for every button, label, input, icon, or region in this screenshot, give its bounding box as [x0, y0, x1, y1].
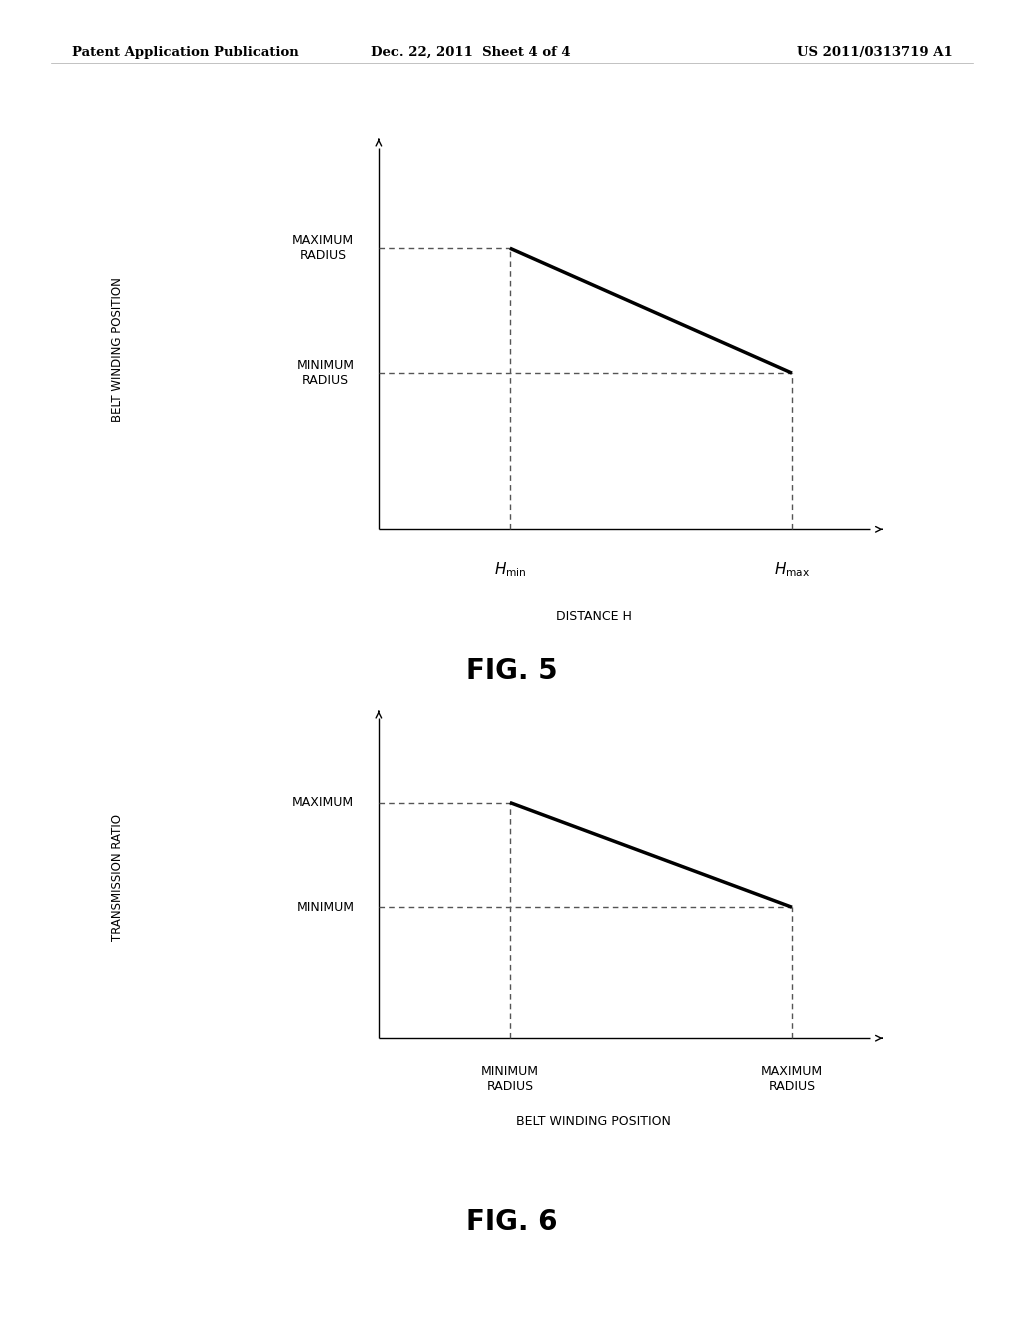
Text: MAXIMUM: MAXIMUM	[292, 796, 354, 809]
Text: Dec. 22, 2011  Sheet 4 of 4: Dec. 22, 2011 Sheet 4 of 4	[372, 46, 570, 59]
Text: MINIMUM
RADIUS: MINIMUM RADIUS	[296, 359, 354, 387]
Text: BELT WINDING POSITION: BELT WINDING POSITION	[112, 277, 124, 422]
Text: MAXIMUM
RADIUS: MAXIMUM RADIUS	[292, 234, 354, 263]
Text: TRANSMISSION RATIO: TRANSMISSION RATIO	[112, 814, 124, 941]
Text: DISTANCE H: DISTANCE H	[556, 610, 632, 623]
Text: BELT WINDING POSITION: BELT WINDING POSITION	[516, 1115, 672, 1129]
Text: $H_{\mathrm{max}}$: $H_{\mathrm{max}}$	[774, 561, 810, 579]
Text: FIG. 5: FIG. 5	[466, 657, 558, 685]
Text: US 2011/0313719 A1: US 2011/0313719 A1	[797, 46, 952, 59]
Text: FIG. 6: FIG. 6	[466, 1208, 558, 1236]
Text: MINIMUM: MINIMUM	[296, 900, 354, 913]
Text: MAXIMUM
RADIUS: MAXIMUM RADIUS	[761, 1064, 823, 1093]
Text: Patent Application Publication: Patent Application Publication	[72, 46, 298, 59]
Text: MINIMUM
RADIUS: MINIMUM RADIUS	[481, 1064, 539, 1093]
Text: $H_{\mathrm{min}}$: $H_{\mathrm{min}}$	[494, 561, 526, 579]
